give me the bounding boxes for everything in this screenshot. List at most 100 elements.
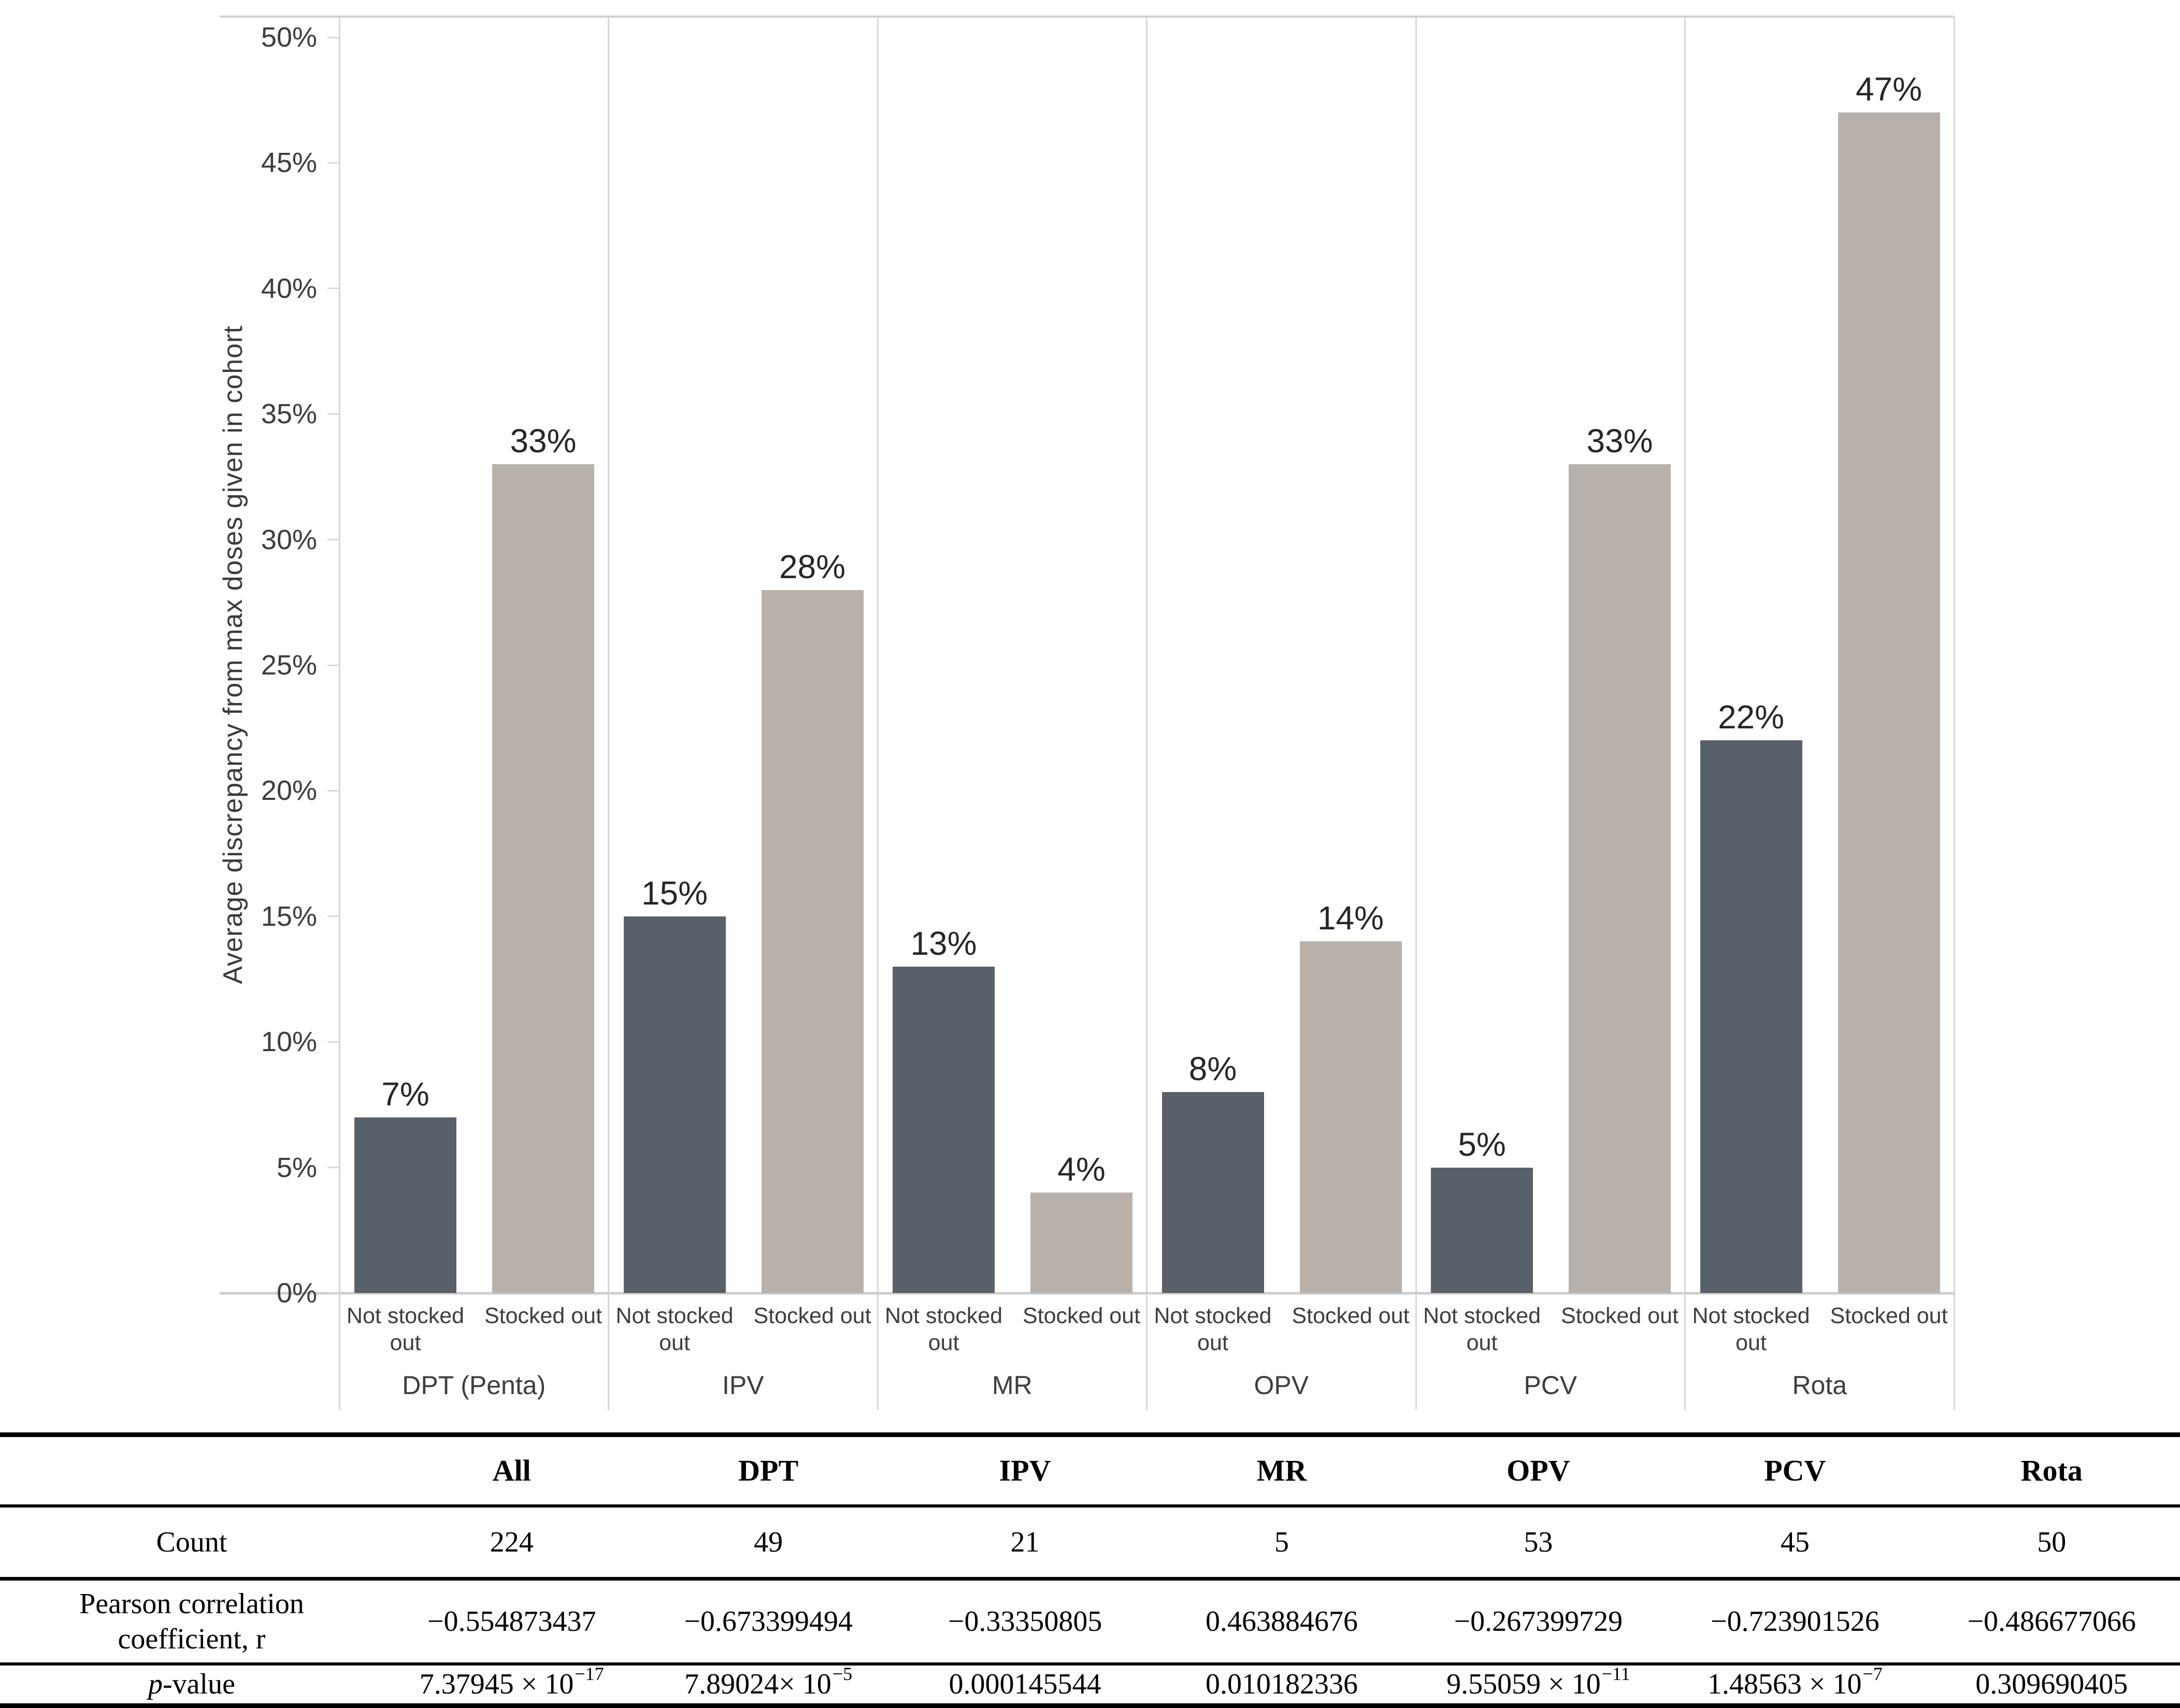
y-tick-mark (327, 539, 339, 541)
bar-not-stocked-out (1700, 740, 1802, 1293)
bar-not-stocked-out (893, 966, 995, 1293)
y-tick-label: 50% (261, 22, 317, 53)
table-header-cell: OPV (1507, 1453, 1570, 1487)
group-separator (608, 17, 609, 1410)
bar-sub-label: Stocked out (1830, 1303, 1948, 1328)
table-cell: −0.486677066 (1924, 1581, 2180, 1662)
table-row-label-line: Count (156, 1526, 227, 1558)
table-row-pearson: Pearson correlation coefficient, r −0.5548… (0, 1581, 2180, 1666)
bar-stocked-out (1030, 1193, 1132, 1293)
table-cell-value: 7.89024× 10 −5 (684, 1663, 853, 1701)
category-label: PCV (1524, 1371, 1577, 1400)
table-cell: 50 (1924, 1508, 2180, 1577)
plot-top-border (220, 16, 1954, 18)
table-row-count: Count 224 49 21 5 53 45 50 (0, 1508, 2180, 1581)
bar-value-label: 28% (779, 548, 846, 585)
group-separator (1415, 17, 1417, 1410)
table-cell: −0.33350805 (897, 1581, 1153, 1662)
table-cell: 45 (1667, 1508, 1923, 1577)
table-cell-value: −0.554873437 (427, 1605, 596, 1638)
table-cell: 0.010182336 (1153, 1666, 1410, 1703)
bar-value-label: 7% (381, 1075, 429, 1113)
table-cell-value: 7.37945 × 10 −17 (419, 1663, 604, 1701)
y-tick-mark (327, 413, 339, 415)
bar-value-label: 33% (1586, 422, 1653, 460)
bar-sub-label: Stocked out (1022, 1303, 1141, 1328)
table-cell: 7.37945 × 10 −17 (383, 1663, 640, 1703)
y-tick-label: 10% (261, 1026, 317, 1058)
table-cell-value: 0.463884676 (1205, 1605, 1358, 1638)
y-tick-label: 35% (261, 398, 317, 430)
table-header-cell: Rota (2020, 1453, 2083, 1487)
table-header-cell: DPT (738, 1453, 799, 1487)
table-cell-value: 21 (1010, 1526, 1040, 1558)
table-cell: 49 (640, 1508, 896, 1577)
table-cell-value: −0.673399494 (684, 1605, 853, 1638)
bar-value-label: 33% (510, 422, 577, 460)
table-cell-value: 0.000145544 (949, 1668, 1101, 1701)
table-header-cell: PCV (1764, 1453, 1826, 1487)
table-cell-value: 0.309690405 (1975, 1668, 2128, 1701)
bar-not-stocked-out (1161, 1092, 1264, 1293)
table-cell: −0.267399729 (1410, 1581, 1667, 1662)
table-cell-value: 1.48563 × 10 −7 (1707, 1663, 1883, 1701)
y-tick-label: 25% (261, 650, 317, 681)
group-separator (338, 17, 340, 1410)
bar-sub-label: Not stocked out (1154, 1303, 1272, 1355)
bar-value-label: 22% (1717, 698, 1785, 736)
table-row-label-line: p-value (148, 1668, 235, 1701)
table-cell-value: 50 (2037, 1526, 2067, 1558)
y-tick-label: 5% (276, 1152, 317, 1183)
table-cell: 1.48563 × 10 −7 (1667, 1663, 1923, 1703)
table-cell-value: 53 (1524, 1526, 1553, 1558)
table-cell: −0.554873437 (383, 1581, 640, 1662)
bar-value-label: 5% (1458, 1125, 1506, 1163)
bar-sub-label: Not stocked out (1692, 1303, 1810, 1355)
bar-sub-label: Stocked out (484, 1303, 603, 1328)
table-cell-value: 45 (1780, 1526, 1810, 1558)
table-cell-value: 9.55059 × 10 −11 (1446, 1663, 1630, 1701)
superscript-exponent: −5 (832, 1663, 853, 1684)
y-tick-label: 15% (261, 900, 317, 932)
bar-value-label: 14% (1317, 899, 1384, 937)
table-cell-value: −0.723901526 (1711, 1605, 1880, 1638)
y-axis-title-text: Average discrepancy from max doses given… (218, 325, 248, 984)
category-label: IPV (722, 1371, 764, 1400)
category-label: Rota (1792, 1371, 1847, 1400)
superscript-exponent: −11 (1601, 1663, 1630, 1684)
y-tick-label: 20% (261, 775, 317, 807)
y-tick-mark (327, 288, 339, 290)
category-label: DPT (Penta) (402, 1371, 546, 1400)
italic-p: p (148, 1668, 163, 1701)
y-tick-mark (327, 1167, 339, 1169)
y-tick-label: 30% (261, 524, 317, 555)
table-cell-value: 49 (754, 1526, 783, 1558)
bar-sub-label: Not stocked out (346, 1303, 465, 1355)
bar-stocked-out (1838, 112, 1940, 1293)
table-header-cell: IPV (999, 1453, 1051, 1487)
table-cell-value: 5 (1274, 1526, 1289, 1558)
bar-value-label: 13% (910, 924, 977, 962)
plot-right-border (1953, 17, 1955, 1410)
table-header-row: All DPT IPV MR OPV PCV Rota (0, 1437, 2180, 1508)
bar-sub-label: Not stocked out (1423, 1303, 1541, 1355)
bar-sub-label: Stocked out (1292, 1303, 1410, 1328)
y-tick-label: 0% (276, 1278, 317, 1309)
bar-sub-label: Stocked out (1560, 1303, 1679, 1328)
y-tick-mark (327, 664, 339, 666)
table-cell: 224 (383, 1508, 640, 1577)
y-tick-label: 40% (261, 272, 317, 304)
bar-sub-label: Not stocked out (615, 1303, 734, 1355)
bar-value-label: 15% (641, 874, 708, 912)
table-cell: 7.89024× 10 −5 (640, 1663, 896, 1703)
y-tick-mark (327, 1292, 339, 1294)
bar-sub-label: Stocked out (753, 1303, 871, 1328)
table-header-cell: MR (1256, 1453, 1307, 1487)
table-row-label-line: Pearson correlation (79, 1587, 304, 1620)
table-cell: 0.000145544 (897, 1666, 1153, 1703)
table-cell: 0.309690405 (1924, 1666, 2180, 1703)
x-axis-line (220, 1292, 1954, 1295)
category-label: OPV (1254, 1371, 1309, 1400)
bar-stocked-out (1569, 464, 1671, 1293)
